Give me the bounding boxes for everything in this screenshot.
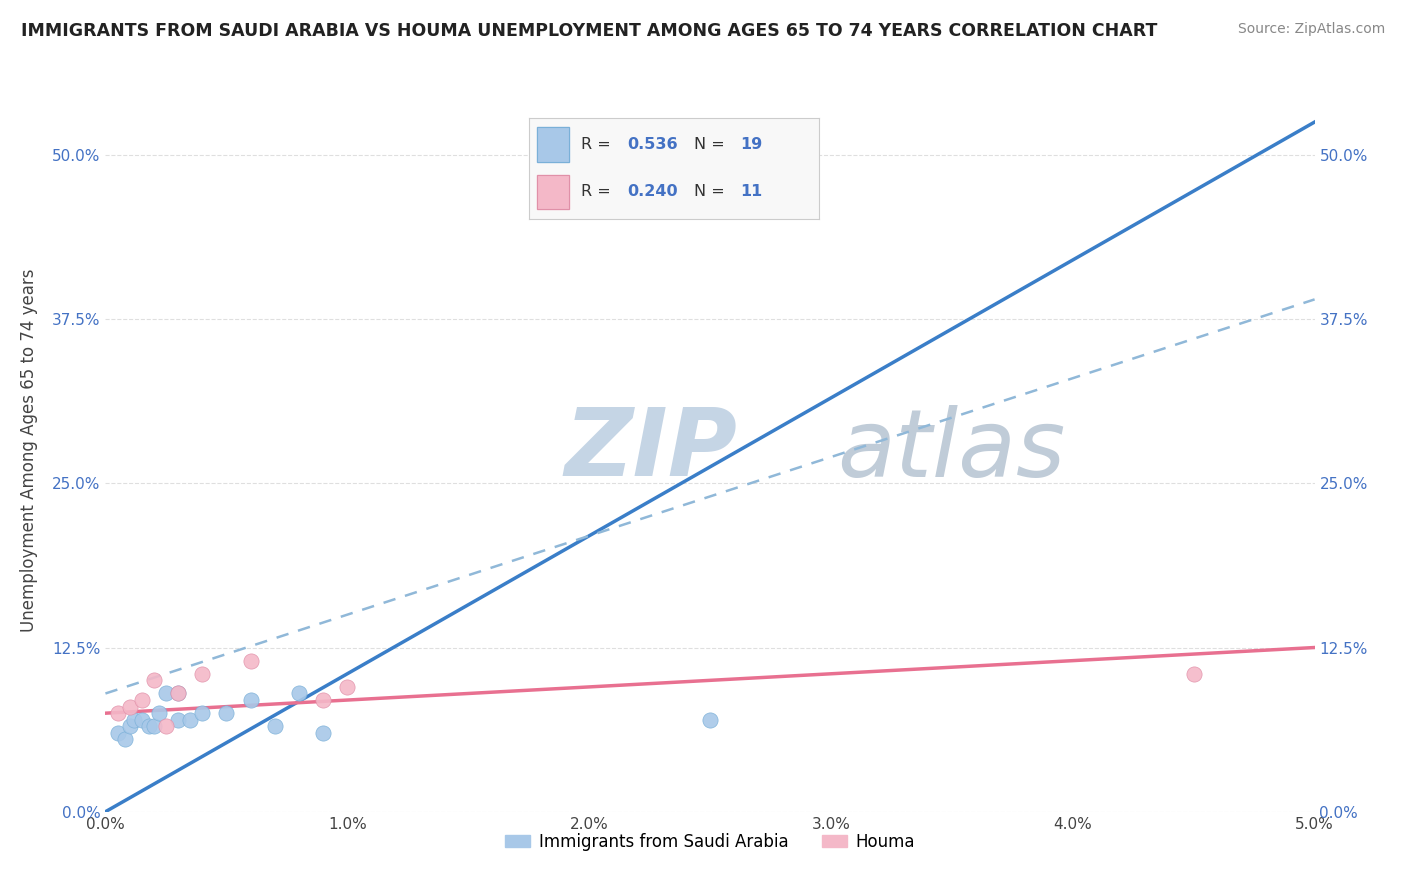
Point xyxy=(155,719,177,733)
Y-axis label: Unemployment Among Ages 65 to 74 years: Unemployment Among Ages 65 to 74 years xyxy=(20,268,38,632)
Bar xyxy=(537,175,569,209)
Text: IMMIGRANTS FROM SAUDI ARABIA VS HOUMA UNEMPLOYMENT AMONG AGES 65 TO 74 YEARS COR: IMMIGRANTS FROM SAUDI ARABIA VS HOUMA UN… xyxy=(21,22,1157,40)
Text: R =: R = xyxy=(581,136,616,152)
Point xyxy=(118,699,141,714)
Point xyxy=(107,726,129,740)
Point xyxy=(263,719,285,733)
Text: N =: N = xyxy=(695,185,730,200)
Point xyxy=(336,680,359,694)
Point xyxy=(167,713,190,727)
Point xyxy=(148,706,170,721)
Point xyxy=(155,686,177,700)
Text: 0.536: 0.536 xyxy=(627,136,678,152)
Point xyxy=(239,693,262,707)
Text: Source: ZipAtlas.com: Source: ZipAtlas.com xyxy=(1237,22,1385,37)
Point xyxy=(118,719,141,733)
Text: 11: 11 xyxy=(741,185,762,200)
Bar xyxy=(537,128,569,161)
Point xyxy=(215,706,238,721)
Point xyxy=(124,713,146,727)
Point xyxy=(239,654,262,668)
Point xyxy=(699,713,721,727)
Point xyxy=(179,713,201,727)
Point xyxy=(312,693,335,707)
Point xyxy=(191,666,214,681)
Text: R =: R = xyxy=(581,185,616,200)
Text: 0.240: 0.240 xyxy=(627,185,678,200)
Point xyxy=(131,713,153,727)
Point xyxy=(167,686,190,700)
Point xyxy=(312,726,335,740)
Point xyxy=(142,719,165,733)
Point xyxy=(107,706,129,721)
Point xyxy=(114,732,136,747)
Point xyxy=(288,686,311,700)
Text: N =: N = xyxy=(695,136,730,152)
Point xyxy=(1182,666,1205,681)
Text: atlas: atlas xyxy=(837,405,1066,496)
Bar xyxy=(537,175,569,209)
Text: 19: 19 xyxy=(741,136,762,152)
Point xyxy=(191,706,214,721)
Point xyxy=(167,686,190,700)
Point xyxy=(131,693,153,707)
Bar xyxy=(537,128,569,161)
Text: ZIP: ZIP xyxy=(565,404,738,497)
Point xyxy=(138,719,160,733)
Legend: Immigrants from Saudi Arabia, Houma: Immigrants from Saudi Arabia, Houma xyxy=(499,826,921,857)
Point xyxy=(142,673,165,688)
